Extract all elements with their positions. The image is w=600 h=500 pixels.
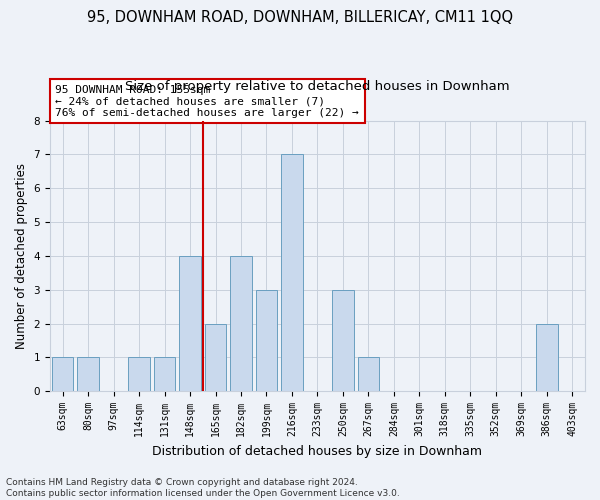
Bar <box>154 358 175 391</box>
Text: Contains HM Land Registry data © Crown copyright and database right 2024.
Contai: Contains HM Land Registry data © Crown c… <box>6 478 400 498</box>
Bar <box>256 290 277 391</box>
Bar <box>179 256 201 391</box>
Text: 95, DOWNHAM ROAD, DOWNHAM, BILLERICAY, CM11 1QQ: 95, DOWNHAM ROAD, DOWNHAM, BILLERICAY, C… <box>87 10 513 25</box>
Bar <box>230 256 252 391</box>
Bar <box>536 324 557 391</box>
X-axis label: Distribution of detached houses by size in Downham: Distribution of detached houses by size … <box>152 444 482 458</box>
Title: Size of property relative to detached houses in Downham: Size of property relative to detached ho… <box>125 80 510 93</box>
Bar <box>205 324 226 391</box>
Y-axis label: Number of detached properties: Number of detached properties <box>15 163 28 349</box>
Bar <box>281 154 303 391</box>
Bar <box>77 358 99 391</box>
Text: 95 DOWNHAM ROAD: 155sqm
← 24% of detached houses are smaller (7)
76% of semi-det: 95 DOWNHAM ROAD: 155sqm ← 24% of detache… <box>55 84 359 118</box>
Bar <box>358 358 379 391</box>
Bar <box>52 358 73 391</box>
Bar <box>332 290 354 391</box>
Bar <box>128 358 150 391</box>
